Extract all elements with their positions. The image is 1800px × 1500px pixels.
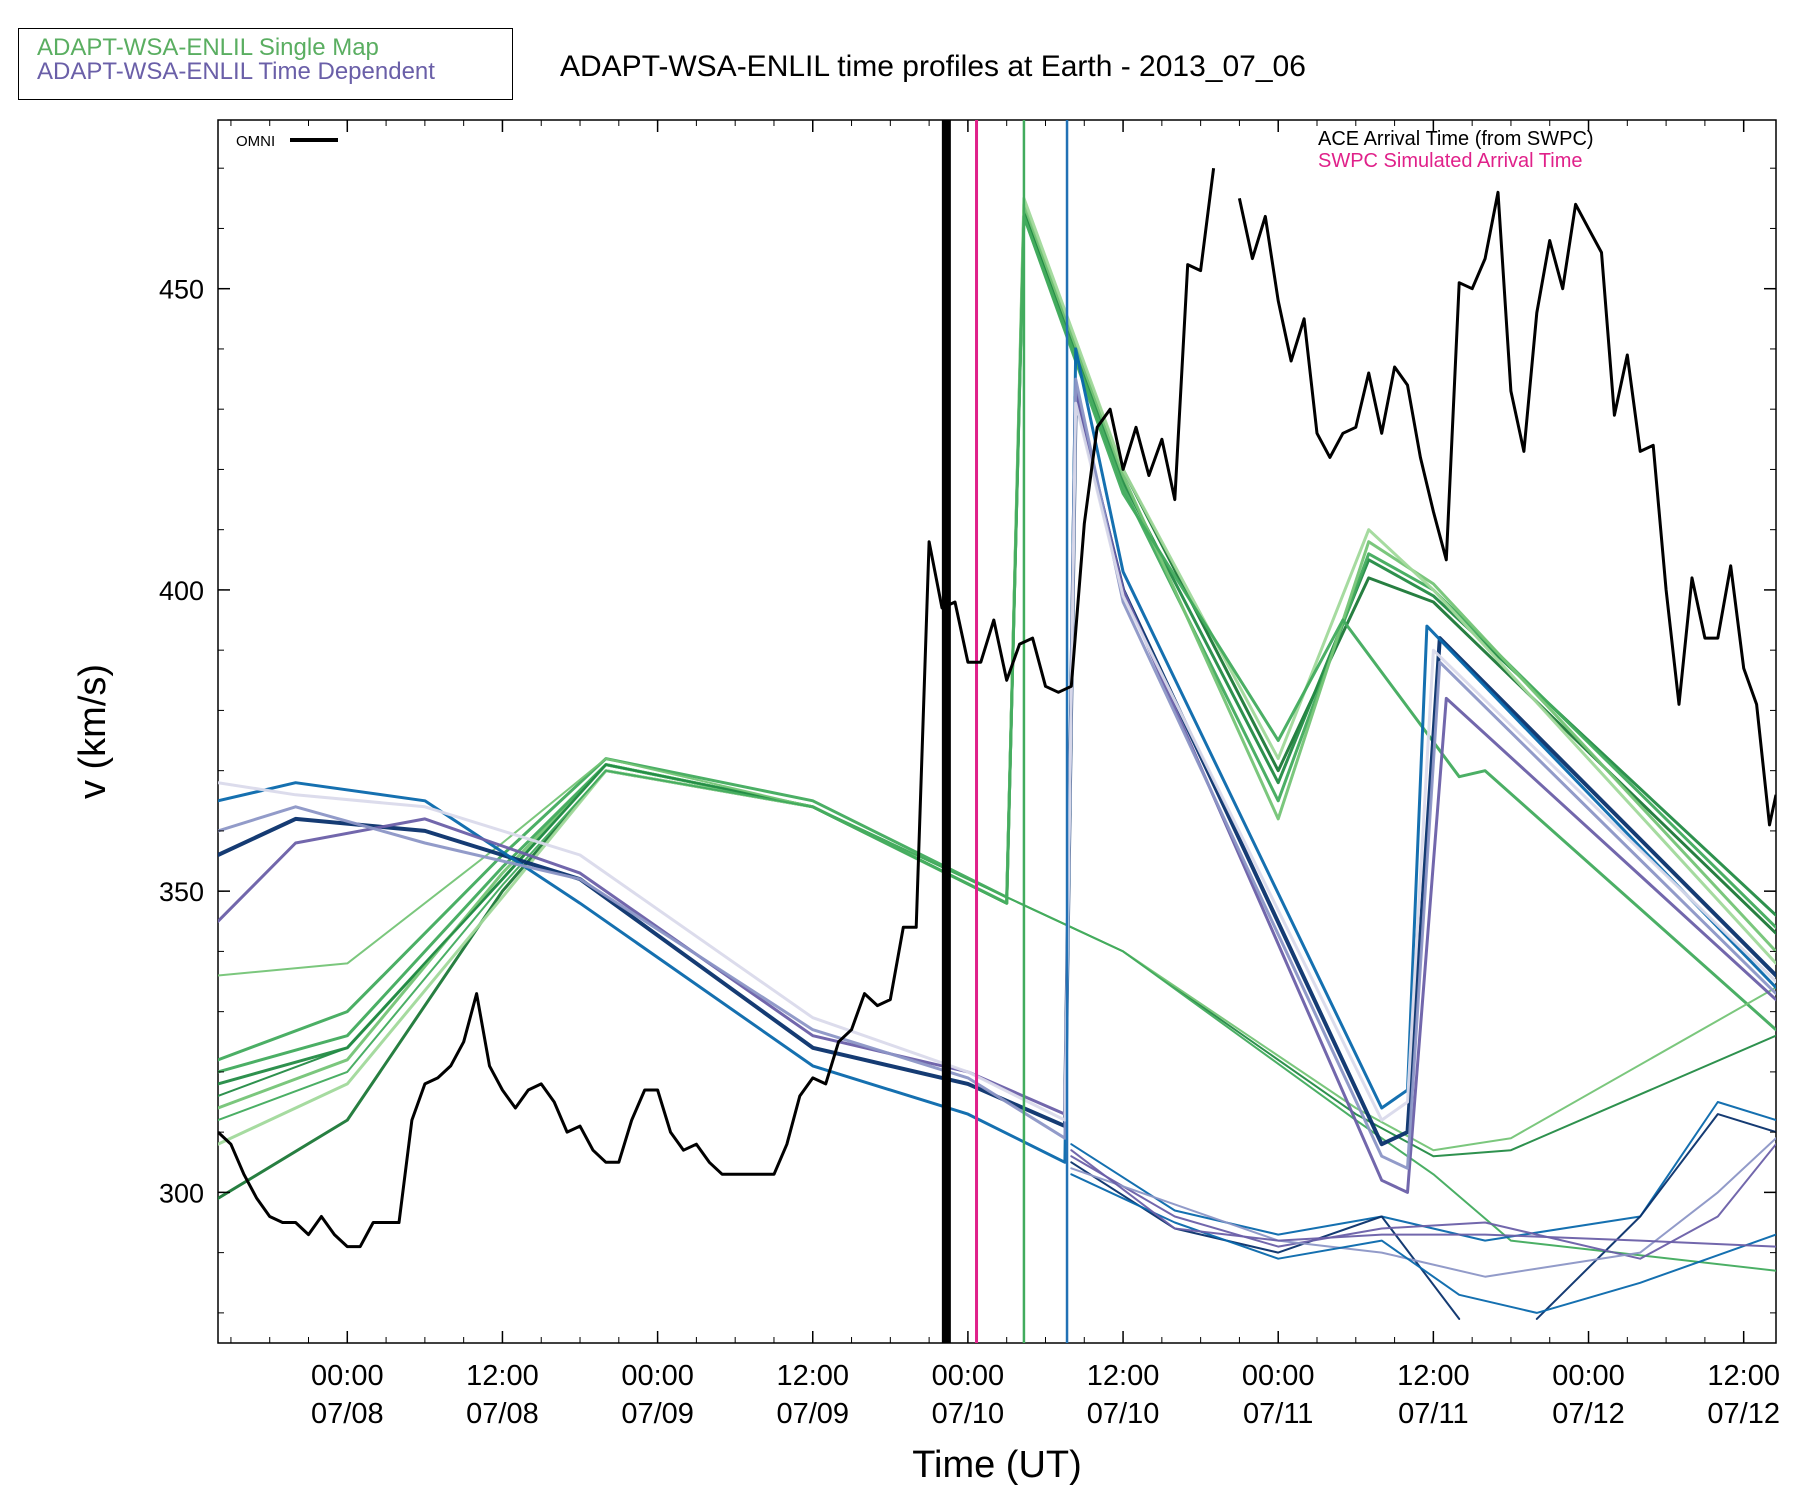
series-line-single_map-1 bbox=[218, 208, 1776, 1200]
ace-arrival-legend-label: ACE Arrival Time (from SWPC) bbox=[1318, 128, 1594, 150]
chart-title: ADAPT-WSA-ENLIL time profiles at Earth -… bbox=[560, 50, 1306, 83]
y-axis-label: v (km/s) bbox=[72, 664, 114, 799]
series-line-time_dependent-10 bbox=[218, 395, 1776, 1147]
x-tick-time-label: 12:00 bbox=[1707, 1360, 1780, 1392]
y-tick-label: 450 bbox=[159, 275, 204, 305]
series-line-time_dependent-20 bbox=[1070, 1149, 1776, 1248]
x-tick-time-label: 12:00 bbox=[1087, 1360, 1160, 1392]
x-tick-date-label: 07/09 bbox=[621, 1398, 694, 1430]
legend-single-map-label: ADAPT-WSA-ENLIL Single Map bbox=[37, 34, 379, 61]
legend-time-dependent-label: ADAPT-WSA-ENLIL Time Dependent bbox=[37, 58, 435, 85]
legend: ADAPT-WSA-ENLIL Single Map ADAPT-WSA-ENL… bbox=[18, 28, 513, 100]
x-tick-date-label: 07/10 bbox=[1087, 1398, 1160, 1430]
series-line-single_map-9 bbox=[218, 769, 1776, 1272]
series-line-time_dependent-15 bbox=[1070, 1101, 1776, 1242]
x-tick-date-label: 07/08 bbox=[311, 1398, 384, 1430]
x-tick-date-label: 07/12 bbox=[1707, 1398, 1780, 1430]
plot-series-group bbox=[218, 120, 1776, 1343]
series-line-time_dependent-17 bbox=[1070, 1143, 1776, 1260]
series-line-time_dependent-13 bbox=[218, 377, 1776, 1170]
series-line-single_map-4 bbox=[218, 202, 1776, 1110]
series-line-single_map-5 bbox=[218, 196, 1776, 1146]
omni-legend-label: OMNI bbox=[236, 133, 275, 150]
series-line-single_map-6 bbox=[218, 214, 1776, 1074]
x-axis-label: Time (UT) bbox=[912, 1444, 1082, 1486]
series-line-time_dependent-18 bbox=[1070, 1137, 1776, 1278]
x-tick-time-label: 00:00 bbox=[1552, 1360, 1625, 1392]
x-tick-date-label: 07/12 bbox=[1552, 1398, 1625, 1430]
x-tick-date-label: 07/11 bbox=[1243, 1398, 1313, 1430]
plot-frame bbox=[217, 119, 1777, 1344]
series-line-time_dependent-19 bbox=[1070, 1173, 1776, 1314]
y-tick-label: 300 bbox=[159, 1178, 204, 1208]
y-tick-label: 400 bbox=[159, 576, 204, 606]
x-tick-date-label: 07/11 bbox=[1398, 1398, 1468, 1430]
x-tick-time-label: 00:00 bbox=[932, 1360, 1005, 1392]
omni-observed-line bbox=[218, 168, 1776, 1249]
series-line-single_map-2 bbox=[218, 208, 1776, 1086]
x-tick-time-label: 00:00 bbox=[1242, 1360, 1315, 1392]
x-tick-time-label: 12:00 bbox=[466, 1360, 539, 1392]
x-tick-date-label: 07/09 bbox=[776, 1398, 849, 1430]
x-tick-time-label: 00:00 bbox=[311, 1360, 384, 1392]
x-tick-time-label: 00:00 bbox=[621, 1360, 694, 1392]
y-tick-label: 350 bbox=[159, 877, 204, 907]
x-tick-time-label: 12:00 bbox=[776, 1360, 849, 1392]
series-line-time_dependent-14 bbox=[218, 401, 1776, 1122]
series-line-time_dependent-12 bbox=[218, 389, 1776, 1194]
swpc-arrival-legend-label: SWPC Simulated Arrival Time bbox=[1318, 150, 1583, 172]
x-tick-date-label: 07/10 bbox=[932, 1398, 1005, 1430]
x-tick-date-label: 07/08 bbox=[466, 1398, 539, 1430]
x-tick-time-label: 12:00 bbox=[1397, 1360, 1470, 1392]
